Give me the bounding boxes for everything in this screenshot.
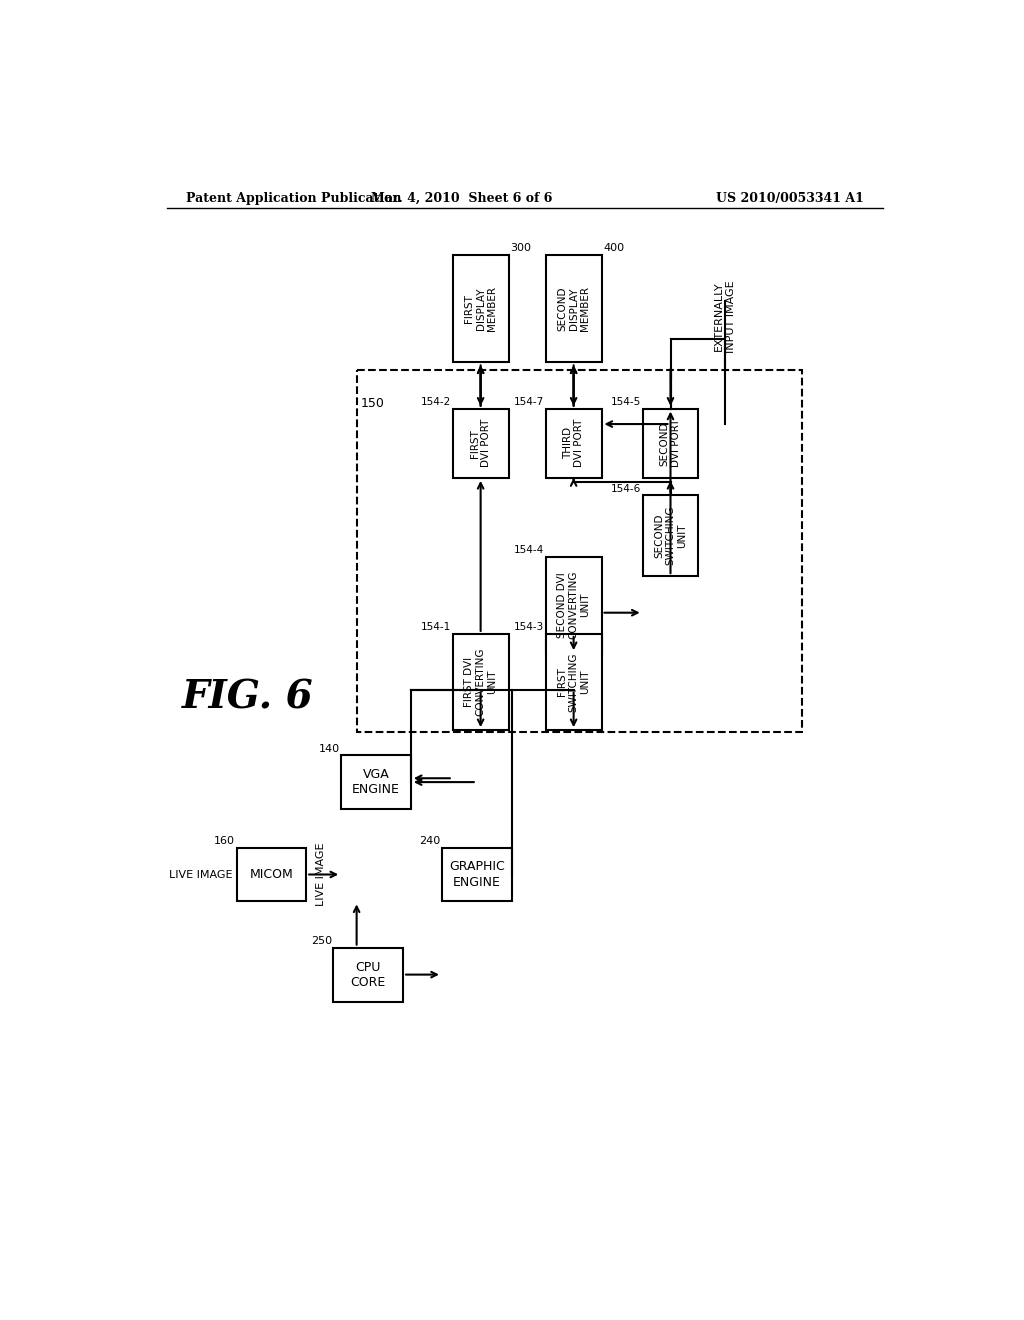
Text: SECOND
DISPLAY
MEMBER: SECOND DISPLAY MEMBER: [557, 286, 590, 331]
Bar: [643, 495, 698, 576]
Bar: [453, 634, 509, 730]
Text: SECOND
DVI PORT: SECOND DVI PORT: [659, 420, 681, 467]
Text: FIG. 6: FIG. 6: [182, 678, 314, 717]
Text: VGA
ENGINE: VGA ENGINE: [352, 768, 400, 796]
Text: 154-2: 154-2: [421, 397, 452, 407]
Bar: [442, 847, 512, 902]
Text: SECOND
SWITCHING
UNIT: SECOND SWITCHING UNIT: [654, 506, 687, 565]
Text: 154-6: 154-6: [610, 483, 641, 494]
Text: FIRST
DISPLAY
MEMBER: FIRST DISPLAY MEMBER: [464, 286, 498, 331]
Bar: [546, 634, 601, 730]
Text: US 2010/0053341 A1: US 2010/0053341 A1: [717, 191, 864, 205]
Bar: [453, 409, 509, 478]
Text: THIRD
DVI PORT: THIRD DVI PORT: [563, 420, 585, 467]
Bar: [546, 255, 601, 363]
Bar: [643, 409, 698, 478]
Text: 154-3: 154-3: [514, 622, 544, 632]
Bar: [341, 755, 411, 809]
Text: FIRST DVI
CONVERTING
UNIT: FIRST DVI CONVERTING UNIT: [464, 648, 498, 717]
Bar: [334, 948, 403, 1002]
Text: 250: 250: [310, 936, 332, 946]
Text: 400: 400: [603, 243, 625, 253]
Bar: [546, 409, 601, 478]
Bar: [453, 255, 509, 363]
Text: Mar. 4, 2010  Sheet 6 of 6: Mar. 4, 2010 Sheet 6 of 6: [371, 191, 552, 205]
Text: LIVE IMAGE: LIVE IMAGE: [169, 870, 232, 879]
Text: Patent Application Publication: Patent Application Publication: [186, 191, 401, 205]
Text: 154-7: 154-7: [514, 397, 544, 407]
Text: 140: 140: [318, 743, 340, 754]
Text: EXTERNALLY
INPUT IMAGE: EXTERNALLY INPUT IMAGE: [714, 280, 735, 352]
Text: FIRST
DVI PORT: FIRST DVI PORT: [470, 420, 492, 467]
Text: 150: 150: [360, 397, 384, 411]
Text: SECOND DVI
CONVERTING
UNIT: SECOND DVI CONVERTING UNIT: [557, 570, 590, 639]
Bar: [356, 370, 802, 733]
Text: GRAPHIC
ENGINE: GRAPHIC ENGINE: [449, 861, 505, 888]
Bar: [237, 847, 306, 902]
Text: 154-1: 154-1: [421, 622, 452, 632]
Text: MICOM: MICOM: [250, 869, 293, 880]
Text: 154-4: 154-4: [514, 545, 544, 556]
Text: CPU
CORE: CPU CORE: [350, 961, 386, 989]
Text: 160: 160: [214, 836, 234, 846]
Text: 240: 240: [419, 836, 440, 846]
Text: 154-5: 154-5: [610, 397, 641, 407]
Text: FIRST
SWITCHING
UNIT: FIRST SWITCHING UNIT: [557, 652, 590, 711]
Text: 300: 300: [510, 243, 531, 253]
Bar: [546, 557, 601, 653]
Text: LIVE IMAGE: LIVE IMAGE: [315, 842, 326, 907]
